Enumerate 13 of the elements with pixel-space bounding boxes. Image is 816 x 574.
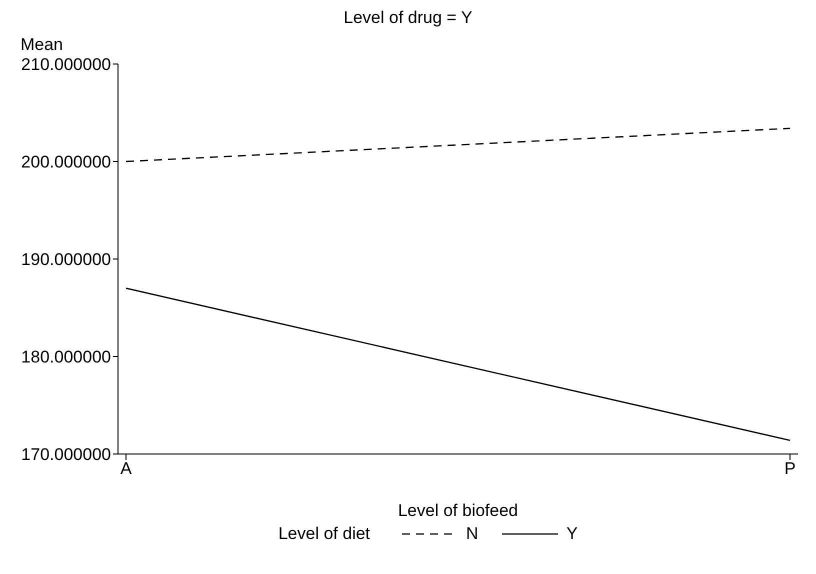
y-tick-label: 200.000000 [21, 152, 111, 172]
x-axis-title: Level of biofeed [398, 501, 518, 520]
legend-title: Level of diet [278, 524, 370, 544]
y-tick-label: 180.000000 [21, 348, 111, 367]
x-tick-label: P [784, 459, 796, 478]
y-tick-label: 210.000000 [21, 55, 111, 74]
y-tick-label: 190.000000 [21, 250, 111, 270]
legend-label: Y [566, 524, 578, 544]
x-tick-label: A [120, 459, 132, 478]
y-tick-label: 170.000000 [21, 445, 111, 464]
legend-label: N [466, 524, 478, 544]
y-axis-title: Mean [20, 35, 63, 54]
chart-title: Level of drug = Y [342, 8, 474, 29]
